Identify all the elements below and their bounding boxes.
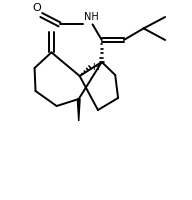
Polygon shape (77, 99, 80, 121)
Text: O: O (33, 3, 41, 13)
Text: NH: NH (84, 12, 99, 22)
Text: H: H (92, 64, 98, 72)
